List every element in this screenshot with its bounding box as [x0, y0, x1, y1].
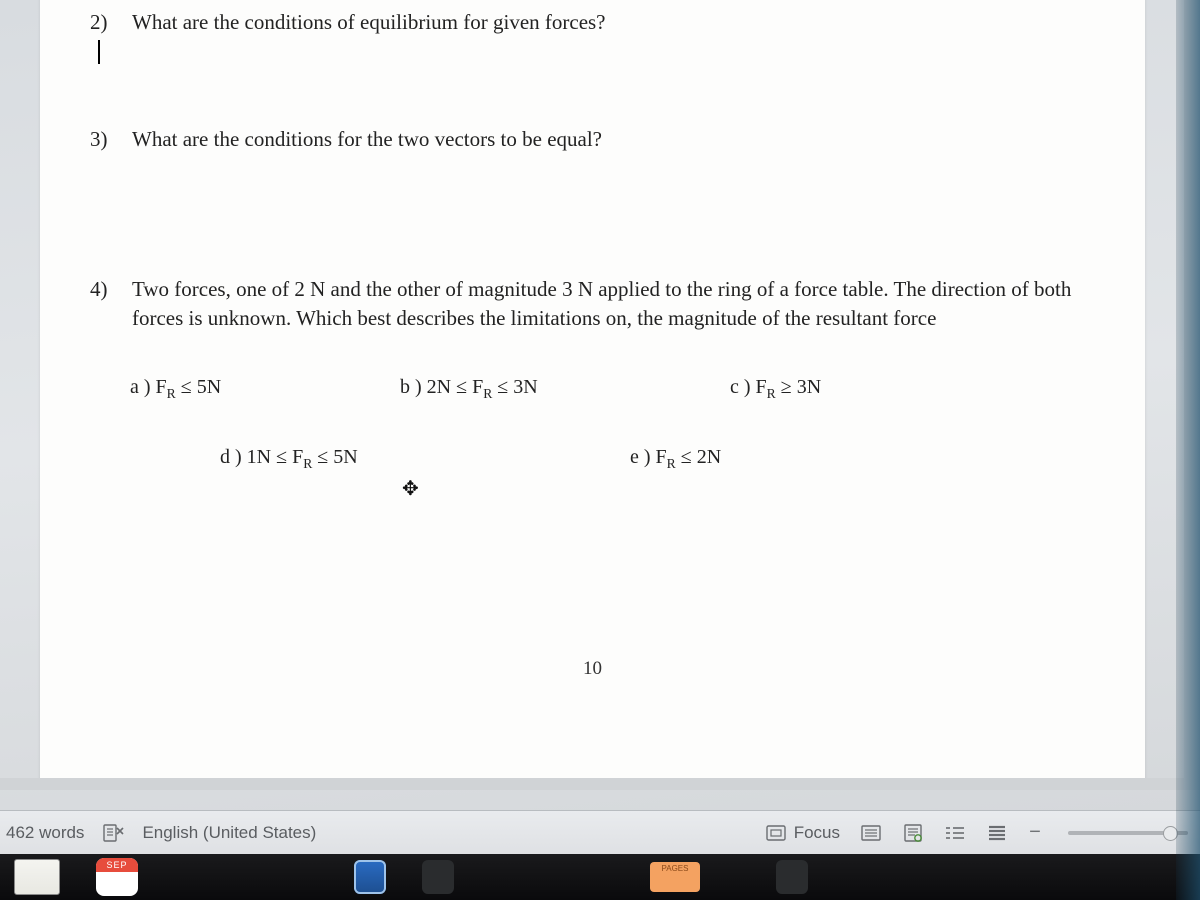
option-label: a ) [130, 376, 151, 398]
dock-app-word[interactable] [354, 860, 386, 894]
word-count[interactable]: 462 words [6, 823, 84, 843]
screen-edge-glare [1176, 0, 1200, 900]
question-2: 2) What are the conditions of equilibriu… [90, 8, 1075, 37]
proofing-icon [102, 823, 124, 843]
read-mode-icon [861, 825, 881, 841]
macos-dock: SEP PAGES [0, 854, 1200, 900]
web-layout-button[interactable] [944, 822, 966, 844]
focus-mode-button[interactable]: Focus [766, 823, 840, 843]
option-label: d ) [220, 446, 242, 468]
option-c: c ) FR ≥ 3N [730, 376, 821, 402]
dock-app-stickies[interactable] [14, 859, 60, 895]
option-b: b ) 2N ≤ FR ≤ 3N [400, 376, 730, 402]
focus-icon [766, 825, 786, 841]
options-row-2: d ) 1N ≤ FR ≤ 5N ✥ e ) FR ≤ 2N [90, 446, 1075, 472]
print-layout-icon [903, 824, 923, 842]
option-a: a ) FR ≤ 5N [130, 376, 400, 402]
read-mode-button[interactable] [860, 822, 882, 844]
web-layout-icon [944, 825, 966, 841]
option-label: c ) [730, 376, 751, 398]
language-button[interactable]: English (United States) [142, 823, 316, 843]
option-e: e ) FR ≤ 2N [630, 446, 721, 472]
focus-label: Focus [794, 823, 840, 843]
outline-icon [988, 825, 1006, 841]
question-text: What are the conditions of equilibrium f… [132, 8, 1075, 37]
proofing-button[interactable] [102, 823, 124, 843]
option-label: e ) [630, 446, 651, 468]
zoom-out-button[interactable]: − [1028, 821, 1042, 844]
language-label: English (United States) [142, 823, 316, 843]
question-4: 4) Two forces, one of 2 N and the other … [90, 275, 1075, 334]
options-row-1: a ) FR ≤ 5N b ) 2N ≤ FR ≤ 3N c ) FR ≥ 3N [90, 376, 1075, 402]
page-number: 10 [583, 658, 602, 680]
document-viewport: 2) What are the conditions of equilibriu… [0, 0, 1200, 810]
question-text: What are the conditions for the two vect… [132, 125, 1075, 154]
text-cursor [98, 40, 100, 64]
calendar-month-label: SEP [96, 858, 138, 872]
question-number: 4) [90, 275, 118, 334]
option-d: d ) 1N ≤ FR ≤ 5N ✥ [220, 446, 630, 472]
option-label: b ) [400, 376, 422, 398]
word-count-label: 462 words [6, 823, 84, 843]
horizontal-scrollbar[interactable] [0, 778, 1184, 790]
dock-app-generic-2[interactable] [776, 860, 808, 894]
dock-app-generic[interactable] [422, 860, 454, 894]
print-layout-button[interactable] [902, 822, 924, 844]
outline-view-button[interactable] [986, 822, 1008, 844]
dock-app-calendar[interactable]: SEP [96, 858, 138, 896]
document-page[interactable]: 2) What are the conditions of equilibriu… [40, 0, 1145, 780]
dock-app-pages[interactable]: PAGES [650, 862, 700, 892]
question-number: 2) [90, 8, 118, 37]
question-number: 3) [90, 125, 118, 154]
status-bar: 462 words English (United States) Focus [0, 810, 1200, 854]
move-cursor-icon: ✥ [402, 476, 419, 501]
question-3: 3) What are the conditions for the two v… [90, 125, 1075, 154]
zoom-slider[interactable] [1068, 831, 1188, 835]
question-text: Two forces, one of 2 N and the other of … [132, 275, 1075, 334]
